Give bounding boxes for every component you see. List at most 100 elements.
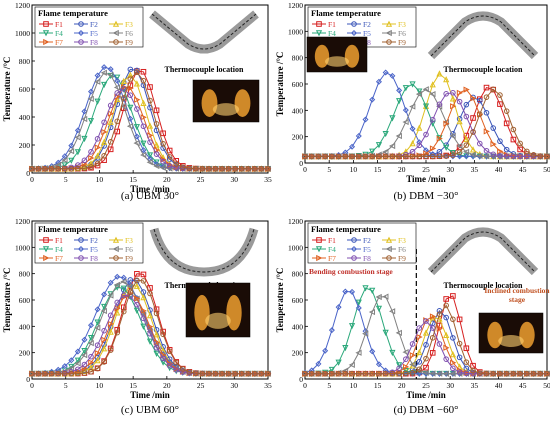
data-point-F7 <box>450 103 457 110</box>
y-tick-label: 1200 <box>288 217 303 226</box>
data-point-F8 <box>94 342 101 348</box>
x-tick-label: 20 <box>163 175 171 184</box>
data-point-F7 <box>416 333 423 341</box>
data-point-F6 <box>153 162 160 170</box>
data-point-F4 <box>416 88 423 95</box>
data-point-F1 <box>456 316 463 323</box>
data-point-F3 <box>101 345 108 352</box>
data-point-F7 <box>134 295 141 302</box>
data-point-F6 <box>388 308 396 315</box>
data-point-F9 <box>308 370 315 377</box>
data-point-F4 <box>146 152 154 159</box>
legend-box <box>307 222 417 264</box>
data-point-F8 <box>166 163 173 169</box>
data-point-F8 <box>120 292 127 299</box>
data-point-F7 <box>140 307 147 314</box>
data-point-F8 <box>436 341 443 347</box>
thermocouple-line <box>153 228 255 273</box>
data-point-F9 <box>265 166 271 172</box>
data-point-F1 <box>147 285 153 291</box>
data-point-F9 <box>503 370 510 377</box>
data-point-F4 <box>389 115 396 122</box>
data-point-F9 <box>166 154 173 160</box>
data-point-F6 <box>382 293 389 300</box>
data-point-F4 <box>61 162 68 169</box>
data-point-F4 <box>114 74 121 81</box>
legend-entry-F8: F8 <box>363 254 371 263</box>
x-tick-label: 25 <box>197 381 205 390</box>
data-point-F1 <box>503 120 510 127</box>
x-tick-label: 5 <box>327 381 331 390</box>
data-point-F9 <box>42 370 48 377</box>
x-axis-label: Time /min <box>406 174 446 184</box>
data-point-F8 <box>107 102 114 109</box>
x-tick-label: 15 <box>374 165 382 174</box>
data-point-F9 <box>179 164 186 170</box>
data-point-F9 <box>55 370 62 377</box>
data-point-F7 <box>127 85 134 92</box>
y-tick-label: 1000 <box>15 29 30 38</box>
data-point-F9 <box>81 165 88 172</box>
data-point-F7 <box>483 128 490 135</box>
data-point-F8 <box>114 299 121 306</box>
data-point-F6 <box>126 123 134 130</box>
legend-marker-F6 <box>385 245 392 253</box>
flame-center <box>212 103 240 116</box>
data-point-F8 <box>101 327 107 334</box>
y-tick-label: 0 <box>299 375 303 384</box>
data-point-F8 <box>75 162 81 168</box>
data-point-F9 <box>225 370 232 377</box>
data-point-F9 <box>238 370 245 377</box>
data-point-F9 <box>537 370 544 377</box>
data-point-F9 <box>409 153 416 160</box>
legend-entry-F4: F4 <box>55 29 63 38</box>
legend-marker-F5 <box>77 245 85 253</box>
data-point-F1 <box>483 84 490 91</box>
data-point-F3 <box>153 141 160 148</box>
data-point-F6 <box>395 329 402 336</box>
data-point-F2 <box>450 335 456 341</box>
thermocouple-location-label: Thermocouple location <box>444 65 523 74</box>
data-point-F2 <box>497 138 503 145</box>
data-point-F1 <box>140 271 147 278</box>
data-point-F9 <box>179 366 186 372</box>
x-tick-label: 35 <box>264 175 272 184</box>
legend-entry-F2: F2 <box>363 20 371 29</box>
legend-entry-F1: F1 <box>328 20 336 29</box>
data-point-F6 <box>449 370 456 377</box>
x-tick-label: 10 <box>350 381 358 390</box>
data-point-F4 <box>133 307 140 314</box>
data-point-F9 <box>524 148 530 155</box>
data-point-F9 <box>219 165 225 172</box>
data-point-F5 <box>133 133 140 140</box>
data-point-F4 <box>140 323 147 330</box>
stage-label-bending: Bending combustion stage <box>309 267 393 276</box>
x-tick-label: 35 <box>471 381 479 390</box>
data-point-F9 <box>153 121 160 127</box>
data-point-F8 <box>443 356 449 362</box>
data-point-F7 <box>409 352 416 359</box>
data-point-F8 <box>423 131 429 138</box>
data-point-F9 <box>199 165 206 172</box>
data-point-F9 <box>258 166 265 172</box>
x-tick-label: 10 <box>350 165 358 174</box>
legend-marker-F9 <box>113 39 119 45</box>
data-point-F7 <box>443 120 450 127</box>
data-point-F3 <box>463 135 470 143</box>
y-tick-label: 1200 <box>15 1 30 10</box>
data-point-F9 <box>193 370 199 376</box>
legend-entry-F7: F7 <box>55 254 63 263</box>
thermocouple-line <box>430 15 536 57</box>
data-point-F8 <box>429 116 436 123</box>
data-point-F9 <box>212 165 219 172</box>
data-point-F3 <box>449 350 456 358</box>
legend-entry-F4: F4 <box>55 245 63 254</box>
data-point-F5 <box>349 288 356 295</box>
x-tick-label: 0 <box>303 165 307 174</box>
data-point-F9 <box>140 278 147 284</box>
legend-entry-F4: F4 <box>328 29 336 38</box>
data-point-F5 <box>349 143 356 150</box>
panel-caption: (c) UBM 60° <box>121 404 179 416</box>
data-point-F6 <box>449 132 456 140</box>
data-point-F9 <box>232 370 239 377</box>
